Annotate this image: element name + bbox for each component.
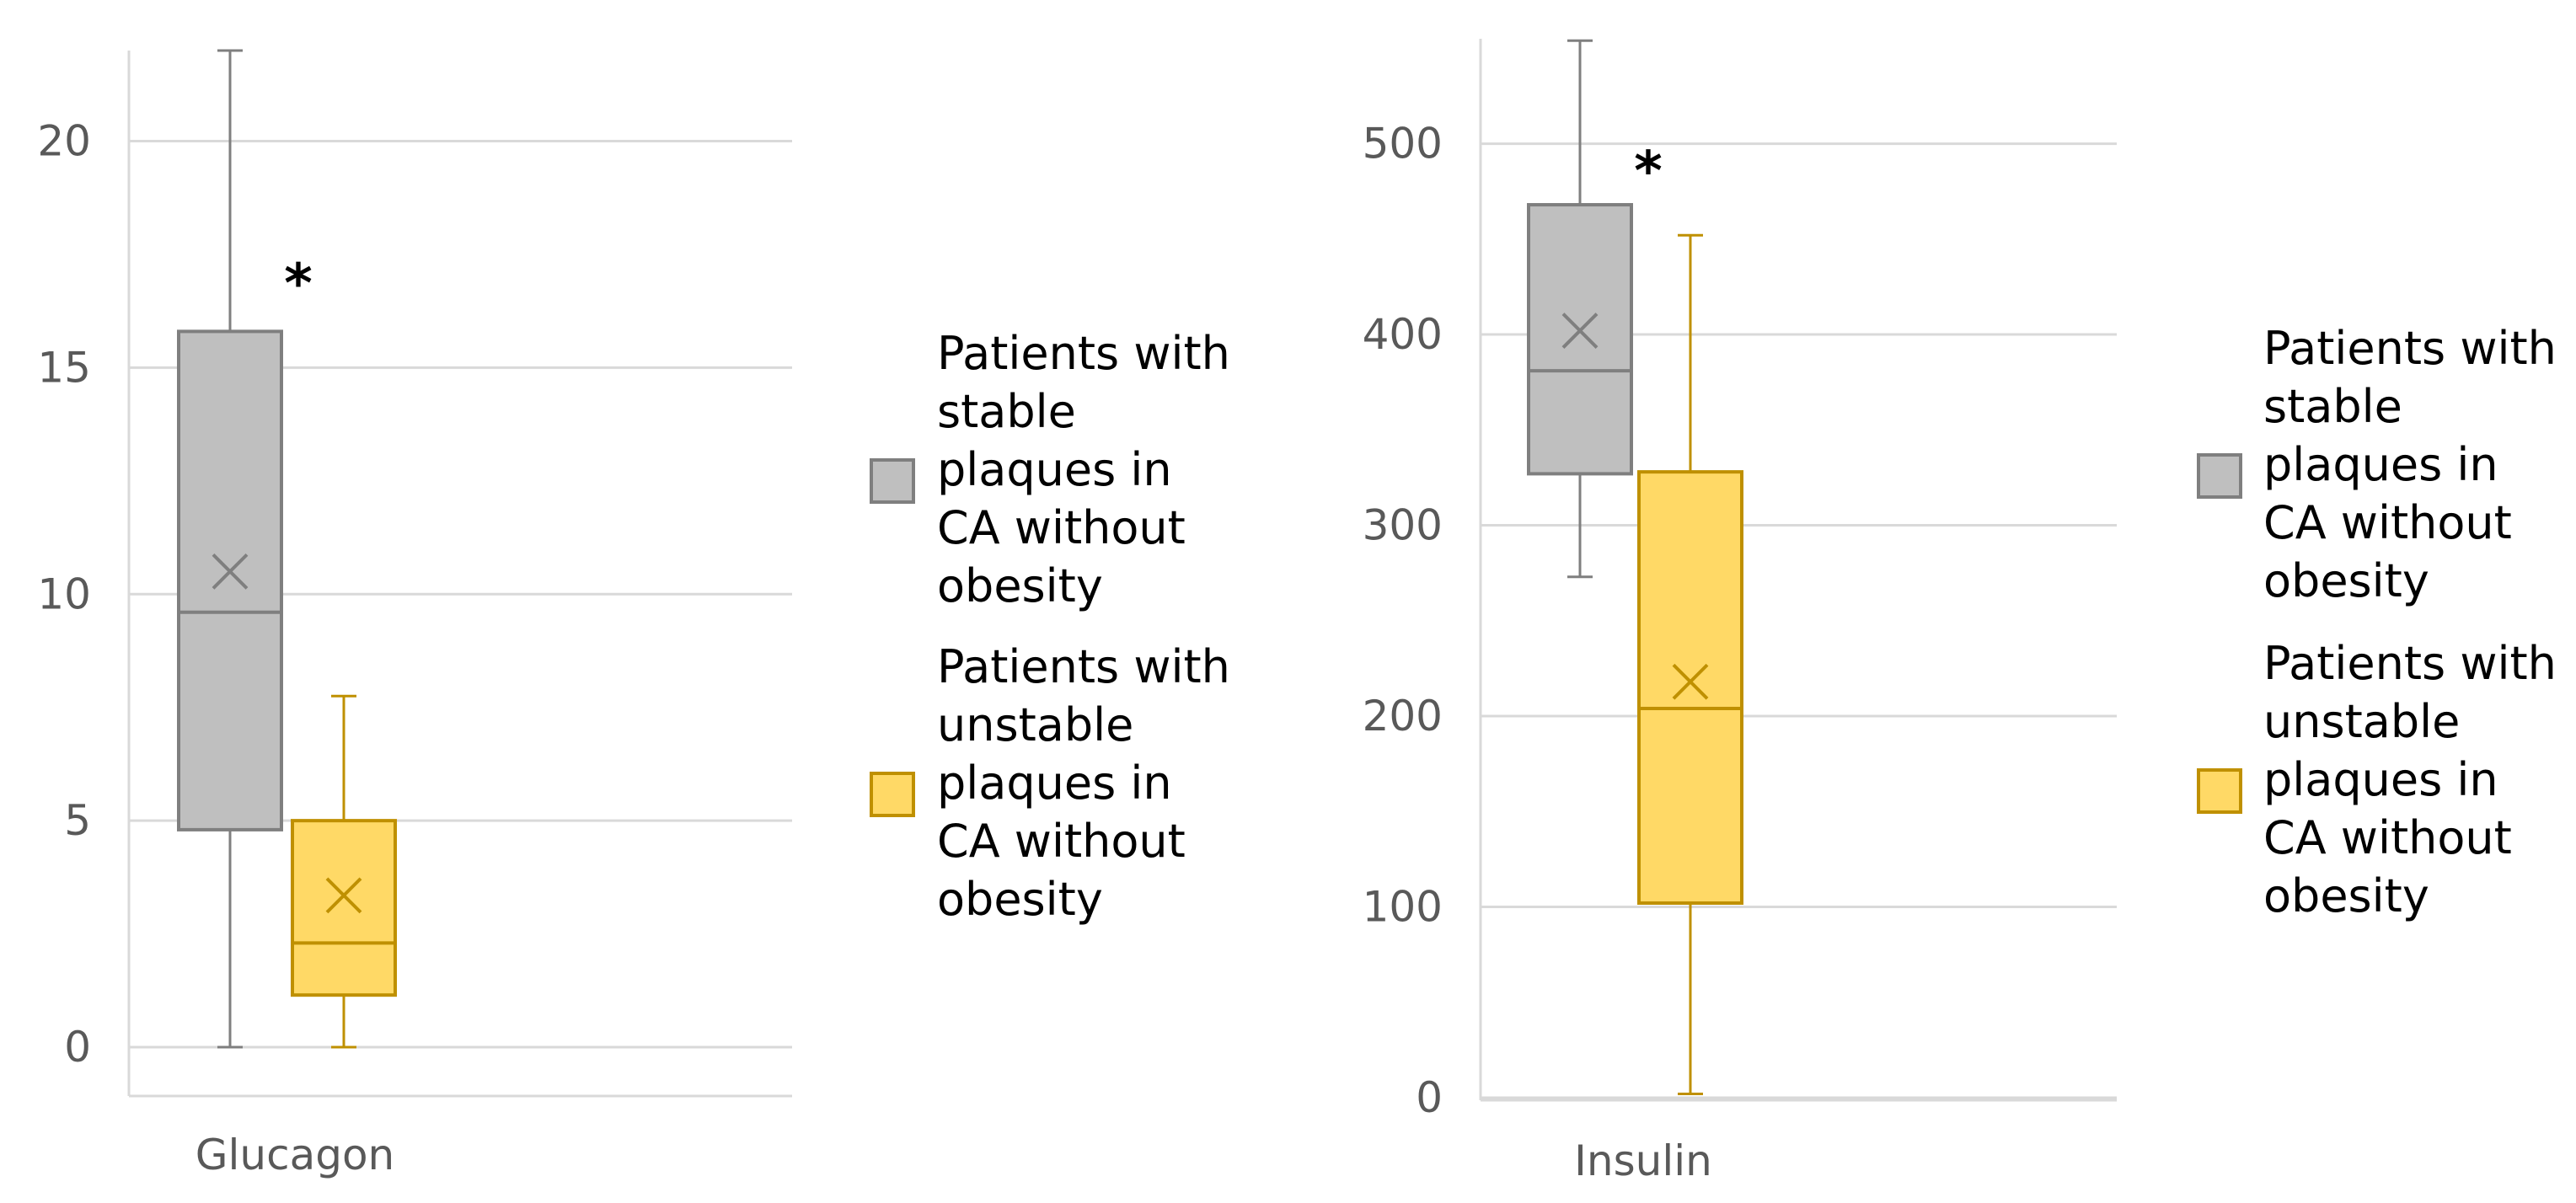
- significance-asterisk: *: [1634, 141, 1662, 203]
- legend-line: plaques in: [2263, 438, 2498, 491]
- legend: Patients with stable plaques in CA without o…: [870, 327, 1230, 926]
- box-plot-unstable: [291, 694, 397, 1049]
- legend-label-unstable: Patients with unstable plaques in CA withou…: [937, 640, 1230, 926]
- y-tick-label: 10: [37, 569, 91, 618]
- y-tick-label: 5: [64, 796, 91, 845]
- legend-line: Patients with: [2263, 322, 2557, 375]
- legend-swatch-stable: [870, 458, 915, 504]
- y-tick-label: 100: [1363, 883, 1443, 932]
- legend: Patients with stable plaques in CA without o…: [2197, 322, 2557, 922]
- mean-marker: [1672, 663, 1709, 700]
- legend-swatch-stable: [2197, 453, 2242, 499]
- y-tick-label: 20: [37, 117, 91, 166]
- legend-label-stable: Patients with stable plaques in CA without o…: [2263, 322, 2557, 607]
- legend-label-unstable: Patients with unstable plaques in CA withou…: [2263, 637, 2557, 922]
- legend-line: plaques in: [2263, 753, 2498, 806]
- x-category-label: Glucagon: [195, 1131, 394, 1179]
- y-tick-label: 0: [1416, 1073, 1443, 1122]
- legend-line: CA without: [2263, 811, 2512, 864]
- legend-line: obesity: [937, 873, 1103, 926]
- y-tick-label: 15: [37, 343, 91, 392]
- mean-marker: [325, 877, 362, 914]
- box-plot-unstable: [1637, 233, 1743, 1095]
- y-tick-label: 300: [1363, 501, 1443, 550]
- mean-marker: [1561, 313, 1599, 349]
- y-tick-label: 400: [1363, 310, 1443, 359]
- box-plot-stable: *: [177, 49, 313, 1049]
- legend-line: CA without: [2263, 496, 2512, 549]
- legend-line: plaques in: [937, 757, 1172, 810]
- box-plot-stable: *: [1527, 39, 1663, 579]
- box-iqr: [1637, 470, 1743, 905]
- legend-swatch-unstable: [2197, 768, 2242, 814]
- legend-line: unstable: [2263, 695, 2460, 748]
- y-tick-label: 200: [1363, 692, 1443, 741]
- box-iqr: [291, 819, 397, 997]
- legend-line: CA without: [937, 815, 1186, 868]
- mean-marker: [212, 553, 249, 590]
- legend-line: unstable: [937, 698, 1133, 751]
- legend-line: obesity: [2263, 869, 2429, 922]
- legend-line: Patients with: [937, 327, 1230, 380]
- legend-line: Patients with: [937, 640, 1230, 693]
- legend-line: stable: [937, 385, 1076, 438]
- legend-line: obesity: [2263, 554, 2429, 607]
- legend-line: Patients with: [2263, 637, 2557, 690]
- legend-line: stable: [2263, 380, 2402, 433]
- y-tick-label: 0: [64, 1023, 91, 1072]
- legend-label-stable: Patients with stable plaques in CA without o…: [937, 327, 1230, 612]
- legend-swatch-unstable: [870, 772, 915, 817]
- y-tick-label: 500: [1363, 120, 1443, 168]
- x-category-label: Insulin: [1574, 1136, 1712, 1185]
- box-iqr: [177, 329, 283, 831]
- legend-line: plaques in: [937, 443, 1172, 496]
- significance-asterisk: *: [284, 253, 312, 315]
- legend-line: CA without: [937, 501, 1186, 554]
- box-iqr: [1527, 203, 1633, 476]
- legend-line: obesity: [937, 559, 1103, 612]
